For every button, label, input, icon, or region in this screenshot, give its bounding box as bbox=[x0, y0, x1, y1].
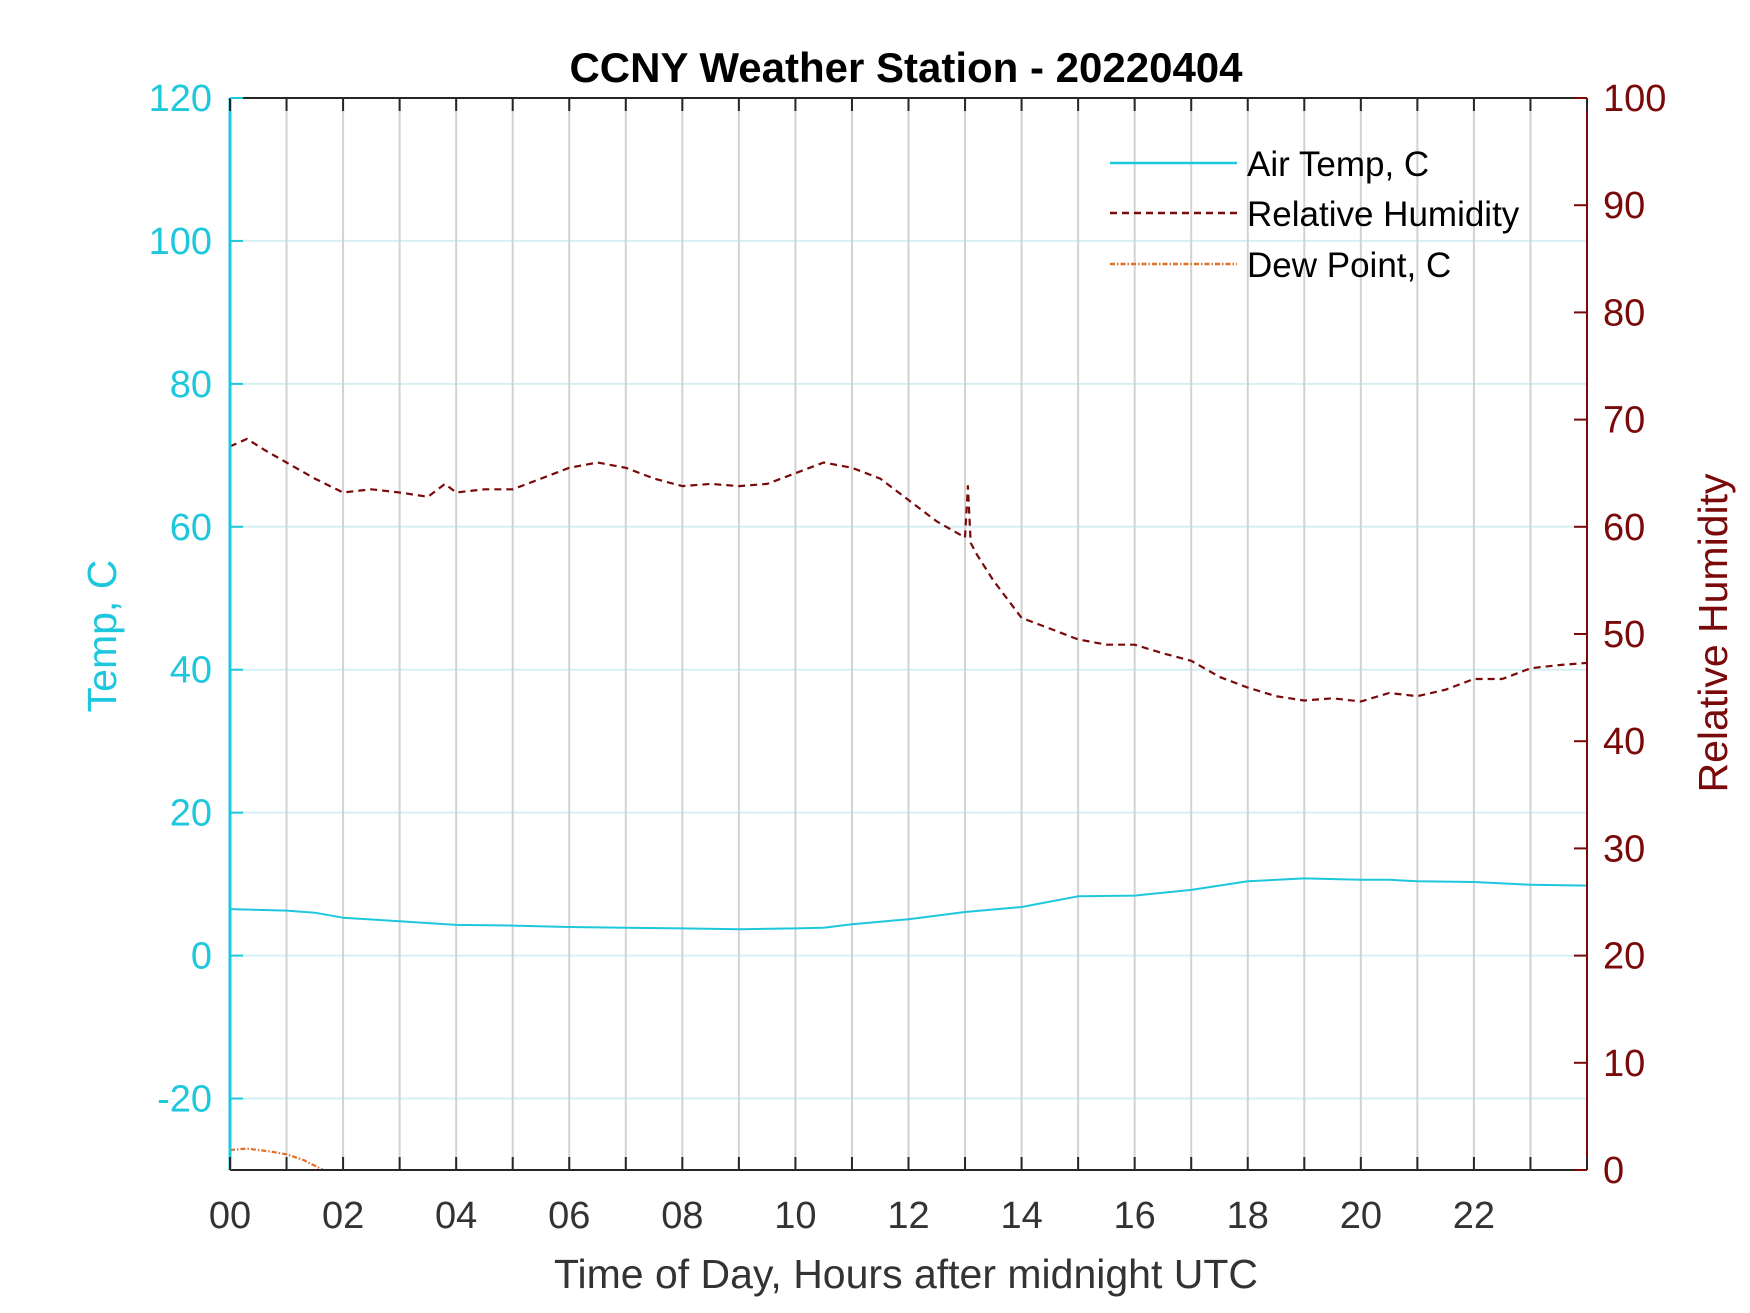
x-tick-label: 04 bbox=[435, 1195, 477, 1237]
y-left-tick-label: 100 bbox=[149, 221, 212, 263]
y-axis-left-label: Temp, C bbox=[79, 560, 125, 713]
y-right-tick-label: 80 bbox=[1603, 292, 1645, 334]
y-right-tick-label: 100 bbox=[1603, 78, 1666, 120]
y-axis-right-label: Relative Humidity bbox=[1690, 473, 1736, 792]
x-tick-label: 12 bbox=[887, 1195, 929, 1237]
x-tick-label: 14 bbox=[1000, 1195, 1042, 1237]
legend: Air Temp, C Relative Humidity Dew Point,… bbox=[1110, 145, 1520, 285]
chart-title: CCNY Weather Station - 20220404 bbox=[569, 44, 1243, 91]
y-left-tick-label: 80 bbox=[170, 364, 212, 406]
y-right-tick-label: 0 bbox=[1603, 1150, 1624, 1192]
ticks-layer: 00 02 04 06 08 10 12 14 16 18 20 22-200204060801001… bbox=[149, 78, 1667, 1237]
y-left-tick-label: 60 bbox=[170, 507, 212, 549]
y-left-tick-label: 40 bbox=[170, 650, 212, 692]
y-left-tick-label: 20 bbox=[170, 793, 212, 835]
y-right-tick-label: 50 bbox=[1603, 614, 1645, 656]
x-tick-label: 08 bbox=[661, 1195, 703, 1237]
x-tick-label: 16 bbox=[1114, 1195, 1156, 1237]
series-layer bbox=[229, 437, 1588, 1171]
y-left-tick-label: -20 bbox=[157, 1079, 212, 1121]
grid-layer bbox=[230, 97, 1587, 1170]
x-tick-label: 18 bbox=[1227, 1195, 1269, 1237]
series-line-dew-point bbox=[229, 1147, 324, 1171]
legend-label-relative-humidity: Relative Humidity bbox=[1247, 195, 1520, 234]
legend-label-dew-point: Dew Point, C bbox=[1247, 246, 1451, 285]
y-right-tick-label: 60 bbox=[1603, 507, 1645, 549]
y-right-tick-label: 30 bbox=[1603, 828, 1645, 870]
y-left-tick-label: 120 bbox=[149, 78, 212, 120]
y-right-tick-label: 10 bbox=[1603, 1043, 1645, 1085]
x-axis-label: Time of Day, Hours after midnight UTC bbox=[554, 1251, 1258, 1297]
y-right-tick-label: 70 bbox=[1603, 400, 1645, 442]
y-left-tick-label: 0 bbox=[191, 936, 212, 978]
x-tick-label: 00 bbox=[209, 1195, 251, 1237]
x-tick-label: 22 bbox=[1453, 1195, 1495, 1237]
y-right-tick-label: 90 bbox=[1603, 185, 1645, 227]
y-right-tick-label: 20 bbox=[1603, 936, 1645, 978]
series-line-relative-humidity bbox=[229, 437, 1588, 703]
y-right-tick-label: 40 bbox=[1603, 721, 1645, 763]
x-tick-label: 02 bbox=[322, 1195, 364, 1237]
x-tick-label: 20 bbox=[1340, 1195, 1382, 1237]
x-tick-label: 10 bbox=[774, 1195, 816, 1237]
x-tick-label: 06 bbox=[548, 1195, 590, 1237]
series-line-air-temp bbox=[229, 877, 1588, 931]
legend-label-air-temp: Air Temp, C bbox=[1247, 145, 1429, 184]
